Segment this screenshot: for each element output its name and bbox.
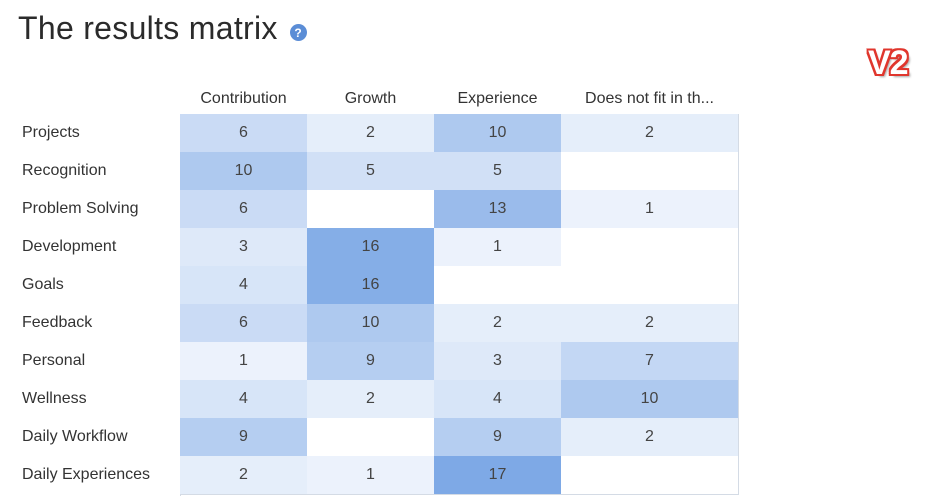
results-matrix-grid: 6 2 10 2 10 5 5 6 13 1 3 16 1 4 16 6 10 2 2 1 9 3 7 4 2 4 10 9 9 2 2 1 1… [180, 114, 739, 496]
matrix-cell[interactable]: 4 [434, 380, 562, 419]
matrix-cell[interactable]: 6 [180, 190, 308, 229]
matrix-cell[interactable]: 10 [561, 380, 739, 419]
matrix-cell[interactable]: 9 [307, 342, 435, 381]
matrix-cell[interactable]: 10 [307, 304, 435, 343]
row-label-2: Problem Solving [22, 200, 139, 217]
matrix-cell[interactable]: 7 [561, 342, 739, 381]
matrix-cell[interactable]: 2 [434, 304, 562, 343]
question-mark-icon[interactable]: ? [289, 24, 307, 41]
matrix-cell[interactable]: 13 [434, 190, 562, 229]
matrix-cell[interactable]: 2 [561, 418, 739, 457]
matrix-cell[interactable]: 2 [307, 380, 435, 419]
matrix-cell[interactable]: 3 [434, 342, 562, 381]
matrix-cell[interactable]: 10 [434, 114, 562, 153]
matrix-cell[interactable] [561, 456, 739, 495]
matrix-cell[interactable]: 3 [180, 228, 308, 267]
matrix-cell[interactable]: 6 [180, 114, 308, 153]
matrix-cell[interactable]: 6 [180, 304, 308, 343]
row-label-8: Daily Workflow [22, 428, 128, 445]
page-title: The results matrix ? [18, 10, 307, 47]
row-label-0: Projects [22, 124, 80, 141]
matrix-cell[interactable] [307, 418, 435, 457]
matrix-cell[interactable]: 1 [180, 342, 308, 381]
matrix-cell[interactable]: 2 [561, 304, 739, 343]
matrix-cell[interactable] [307, 190, 435, 229]
row-label-3: Development [22, 238, 117, 255]
matrix-cell[interactable]: 5 [434, 152, 562, 191]
matrix-cell[interactable]: 2 [180, 456, 308, 495]
column-header-2[interactable]: Experience [457, 90, 538, 107]
row-label-9: Daily Experiences [22, 466, 151, 483]
row-label-1: Recognition [22, 162, 107, 179]
matrix-cell[interactable]: 16 [307, 266, 435, 305]
row-label-5: Feedback [22, 314, 93, 331]
matrix-cell[interactable]: 1 [307, 456, 435, 495]
row-label-7: Wellness [22, 390, 87, 407]
page-title-text: The results matrix [18, 10, 278, 46]
column-header-0[interactable]: Contribution [200, 90, 287, 107]
matrix-cell[interactable]: 17 [434, 456, 562, 495]
matrix-cell[interactable]: 4 [180, 380, 308, 419]
row-label-6: Personal [22, 352, 86, 369]
matrix-cell[interactable]: 16 [307, 228, 435, 267]
matrix-cell[interactable] [434, 266, 562, 305]
version-badge: V2 [868, 44, 909, 82]
matrix-cell[interactable]: 4 [180, 266, 308, 305]
matrix-cell[interactable]: 2 [561, 114, 739, 153]
column-header-1[interactable]: Growth [344, 90, 397, 107]
matrix-cell[interactable] [561, 152, 739, 191]
matrix-cell[interactable] [561, 228, 739, 267]
row-label-4: Goals [22, 276, 64, 293]
column-header-3[interactable]: Does not fit in th... [585, 90, 714, 107]
matrix-cell[interactable]: 1 [434, 228, 562, 267]
matrix-cell[interactable]: 1 [561, 190, 739, 229]
matrix-cell[interactable]: 9 [434, 418, 562, 457]
matrix-cell[interactable] [561, 266, 739, 305]
matrix-cell[interactable]: 9 [180, 418, 308, 457]
matrix-cell[interactable]: 10 [180, 152, 308, 191]
matrix-cell[interactable]: 5 [307, 152, 435, 191]
matrix-cell[interactable]: 2 [307, 114, 435, 153]
